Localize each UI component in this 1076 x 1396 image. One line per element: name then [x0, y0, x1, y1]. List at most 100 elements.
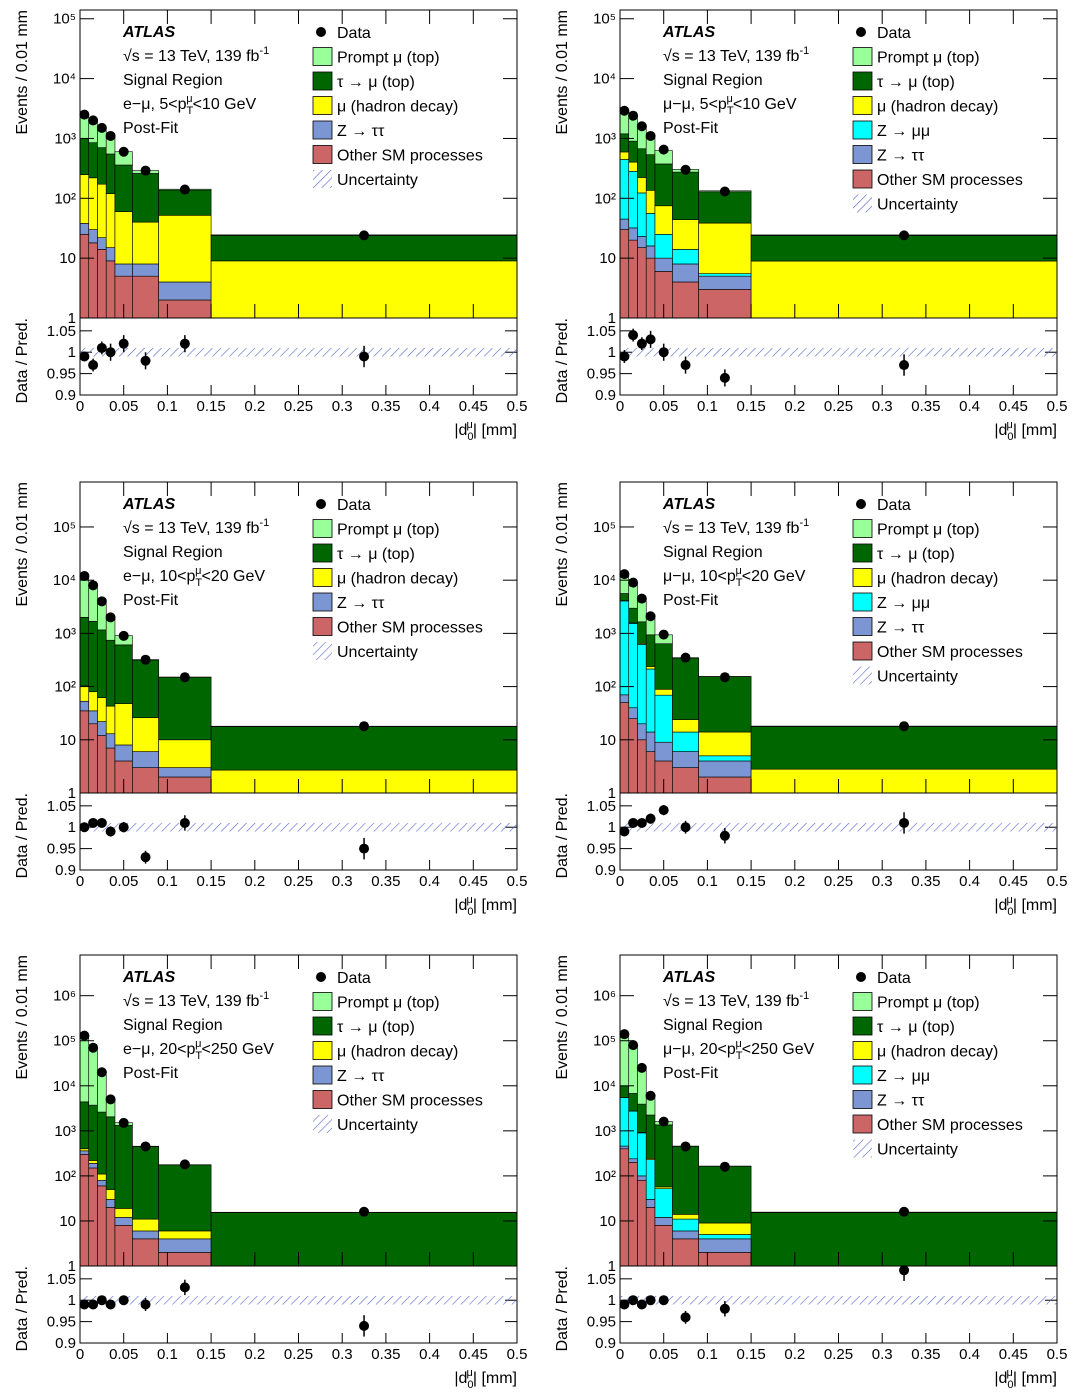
y-tick-label: 10⁴	[593, 71, 616, 88]
stack-bin	[619, 593, 630, 602]
ratio-point	[628, 1295, 639, 1306]
stack-bin	[628, 607, 638, 624]
region-label: Signal Region	[123, 1017, 223, 1034]
x-tick-label: 0.3	[332, 1346, 353, 1363]
channel-label-main: e−μ, 5<p	[123, 96, 187, 113]
energy-label: √s = 13 TeV, 139 fb-1	[123, 517, 269, 537]
stack-bin	[750, 260, 1058, 319]
stack-bin	[672, 263, 699, 283]
data-point	[96, 122, 107, 133]
legend-swatch	[852, 1065, 873, 1085]
energy-label-main: √s = 13 TeV, 139 fb	[663, 48, 800, 65]
y-tick-label: 10²	[594, 190, 616, 207]
legend-swatch	[852, 47, 873, 66]
y-tick-label: 1	[608, 310, 616, 327]
ratio-point	[658, 347, 669, 358]
stack-bin	[637, 1132, 647, 1177]
channel-label-sup: μ	[195, 565, 201, 577]
x-tick-label: 0.05	[649, 873, 678, 890]
stack-bin	[654, 234, 673, 259]
ratio-point	[118, 338, 129, 349]
legend-swatch	[852, 1016, 873, 1036]
ratio-point	[899, 360, 910, 371]
ratio-point	[645, 334, 656, 345]
energy-label-main: √s = 13 TeV, 139 fb	[663, 993, 800, 1010]
ratio-y-tick-label: 0.9	[595, 387, 616, 404]
stack-bin	[637, 739, 647, 794]
stack-bin	[97, 1111, 107, 1175]
stack-bin	[88, 710, 98, 725]
ratio-point	[359, 843, 370, 854]
data-point	[719, 1161, 730, 1172]
stack-bin	[114, 703, 133, 746]
stack-bin	[97, 721, 107, 736]
channel-label: e−μ, 20<pTμ<250 GeV	[123, 1038, 274, 1062]
stack-bin	[79, 700, 90, 712]
x-tick-label: 0.25	[824, 1346, 853, 1363]
uncertainty-band	[80, 347, 517, 357]
legend-swatch	[852, 641, 873, 661]
x-tick-label: 0.1	[157, 398, 178, 415]
legend-swatch	[312, 519, 333, 538]
x-tick-label: 0.25	[284, 873, 313, 890]
energy-label-sup: -1	[799, 45, 809, 57]
ratio-y-tick-label: 1.05	[47, 798, 76, 815]
x-tick-label: 0.2	[784, 1346, 805, 1363]
ratio-y-tick-label: 1	[68, 1292, 76, 1309]
data-point	[96, 596, 107, 607]
legend-swatch	[852, 592, 873, 612]
stack-bin	[698, 1165, 752, 1224]
x-axis-label-tail: | [mm]	[1013, 422, 1057, 439]
ratio-point	[680, 1312, 691, 1323]
data-point	[179, 1159, 190, 1170]
stack-bin	[105, 260, 116, 319]
legend-label: Uncertainty	[877, 669, 958, 686]
stack-bin	[158, 1252, 212, 1267]
y-tick-label: 10⁵	[593, 11, 616, 28]
ratio-y-axis-label: Data / Pred.	[14, 318, 31, 403]
legend-swatch	[312, 145, 333, 164]
x-tick-label: 0.4	[959, 873, 980, 890]
region-label: Signal Region	[663, 72, 763, 89]
stack-bin	[97, 629, 107, 698]
stack-bin	[88, 229, 98, 244]
channel-label-main: μ−μ, 10<p	[663, 568, 736, 585]
y-tick-label: 10²	[54, 190, 76, 207]
stack-bin	[88, 1163, 98, 1169]
stack-bin	[210, 769, 518, 794]
stack-bin	[97, 183, 107, 238]
x-axis-label: |d0μ| [mm]	[454, 894, 517, 918]
y-tick-label: 10	[59, 250, 76, 267]
x-axis-label-main: |d	[454, 1370, 467, 1387]
channel-label-main: μ−μ, 5<p	[663, 96, 727, 113]
data-point	[88, 1042, 99, 1053]
legend-swatch	[852, 169, 873, 189]
channel-label-sup: μ	[735, 565, 741, 577]
x-tick-label: 0.05	[649, 1346, 678, 1363]
stack-bin	[637, 192, 647, 237]
y-tick-label: 10⁶	[593, 988, 616, 1005]
data-point	[645, 611, 656, 622]
data-point	[658, 144, 669, 155]
stack-bin	[619, 702, 630, 794]
data-point	[628, 110, 639, 121]
legend-swatch	[312, 543, 333, 563]
stack-bin	[105, 733, 116, 749]
data-point	[619, 569, 630, 580]
x-tick-label: 0.2	[244, 873, 265, 890]
x-axis-label: |d0μ| [mm]	[454, 419, 517, 443]
uncertainty-band	[80, 1295, 517, 1305]
stack-bin	[698, 731, 752, 757]
legend-label: Other SM processes	[337, 1093, 483, 1110]
x-tick-label: 0.45	[459, 873, 488, 890]
x-tick-label: 0.3	[332, 398, 353, 415]
stack-bin	[619, 600, 630, 696]
legend-swatch	[852, 1114, 873, 1134]
legend-swatch	[853, 194, 872, 213]
x-tick-label: 0.5	[1047, 873, 1068, 890]
stack-bin	[645, 213, 656, 247]
ratio-point	[118, 1295, 129, 1306]
y-tick-label: 10⁵	[53, 1033, 76, 1050]
stack-bin	[672, 1238, 699, 1267]
legend-label: μ (hadron decay)	[877, 571, 998, 588]
